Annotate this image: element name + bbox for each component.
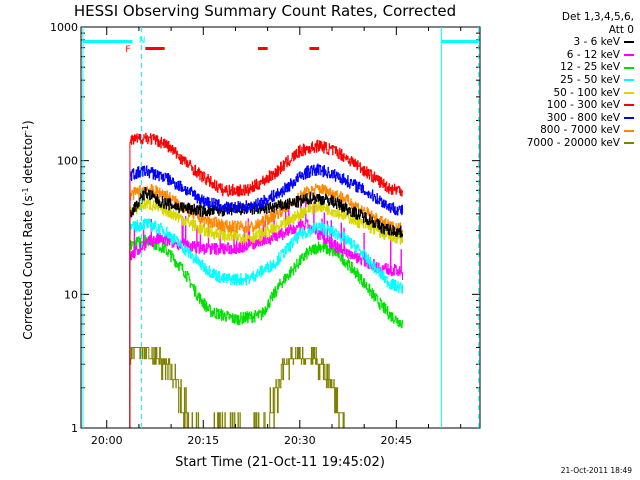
legend-label: 12 - 25 keV xyxy=(560,61,620,74)
flare-bar xyxy=(309,47,320,50)
chart-title: HESSI Observing Summary Count Rates, Cor… xyxy=(73,2,457,20)
legend-entry: 25 - 50 keV xyxy=(482,74,634,87)
series-line-7000-20000keV xyxy=(129,347,345,428)
series-line-800-7000keV xyxy=(129,183,403,428)
legend-entry: 50 - 100 keV xyxy=(482,87,634,100)
series-line-3-6keV xyxy=(129,187,403,428)
legend-entry: 800 - 7000 keV xyxy=(482,124,634,137)
y-tick-label: 100 xyxy=(57,155,78,168)
legend-label: 800 - 7000 keV xyxy=(540,124,620,137)
axes: 1 10 100 1000 20:00 20:15 20:30 20:45 xyxy=(50,21,480,447)
flag-label-N: N xyxy=(139,36,146,46)
series-line-6-12keV xyxy=(129,196,403,428)
legend-entry: 6 - 12 keV xyxy=(482,49,634,62)
series-line-300-800keV xyxy=(129,163,403,428)
flag-label-F: F xyxy=(125,45,130,55)
y-tick-label: 1000 xyxy=(50,21,78,34)
y-tick-label: 1 xyxy=(71,422,78,435)
saa-bar xyxy=(82,40,133,43)
legend-swatch xyxy=(624,104,634,107)
legend-swatch xyxy=(624,54,634,57)
x-tick-label: 20:30 xyxy=(284,434,316,447)
render-timestamp: 21-Oct-2011 18:49 xyxy=(560,466,632,475)
legend-swatch xyxy=(624,91,634,94)
legend-swatch xyxy=(624,129,634,132)
flare-bar xyxy=(145,47,165,50)
series-line-50-100keV xyxy=(129,197,403,428)
legend-label: 100 - 300 keV xyxy=(546,99,620,112)
legend: Det 1,3,4,5,6, Att 0 3 - 6 keV 6 - 12 keV… xyxy=(482,11,634,150)
plot-frame xyxy=(80,26,481,429)
legend-swatch xyxy=(624,79,634,82)
legend-entry: 12 - 25 keV xyxy=(482,61,634,74)
legend-label: 6 - 12 keV xyxy=(566,48,620,61)
legend-detector-line: Det 1,3,4,5,6, xyxy=(561,11,634,23)
x-tick-label: 20:15 xyxy=(187,434,219,447)
legend-label: 300 - 800 keV xyxy=(546,111,620,124)
legend-swatch xyxy=(624,142,634,145)
legend-entry: 7000 - 20000 keV xyxy=(482,137,634,150)
legend-label: 50 - 100 keV xyxy=(553,86,620,99)
legend-label: 7000 - 20000 keV xyxy=(526,136,620,149)
y-tick-label: 10 xyxy=(64,288,78,301)
x-axis-label: Start Time (21-Oct-11 19:45:02) xyxy=(175,455,385,470)
legend-entry: 300 - 800 keV xyxy=(482,112,634,125)
legend-entry: 100 - 300 keV xyxy=(482,99,634,112)
legend-swatch xyxy=(624,41,634,44)
series-line-25-50keV xyxy=(129,218,403,428)
saa-bar xyxy=(441,40,479,43)
series-line-100-300keV xyxy=(129,132,403,428)
legend-entry: 3 - 6 keV xyxy=(482,36,634,49)
plot-contents xyxy=(129,132,403,428)
flare-bar xyxy=(257,47,268,50)
x-tick-label: 20:00 xyxy=(91,434,123,447)
legend-attenuator-line: Att 0 xyxy=(608,23,634,36)
legend-swatch xyxy=(624,66,634,69)
y-axis-label: Corrected Count Rate (s-1 detector-1) xyxy=(21,120,36,339)
series-line-12-25keV xyxy=(129,234,403,428)
x-tick-label: 20:45 xyxy=(380,434,412,447)
legend-swatch xyxy=(624,117,634,120)
legend-label: 3 - 6 keV xyxy=(573,36,620,49)
legend-label: 25 - 50 keV xyxy=(560,73,620,86)
